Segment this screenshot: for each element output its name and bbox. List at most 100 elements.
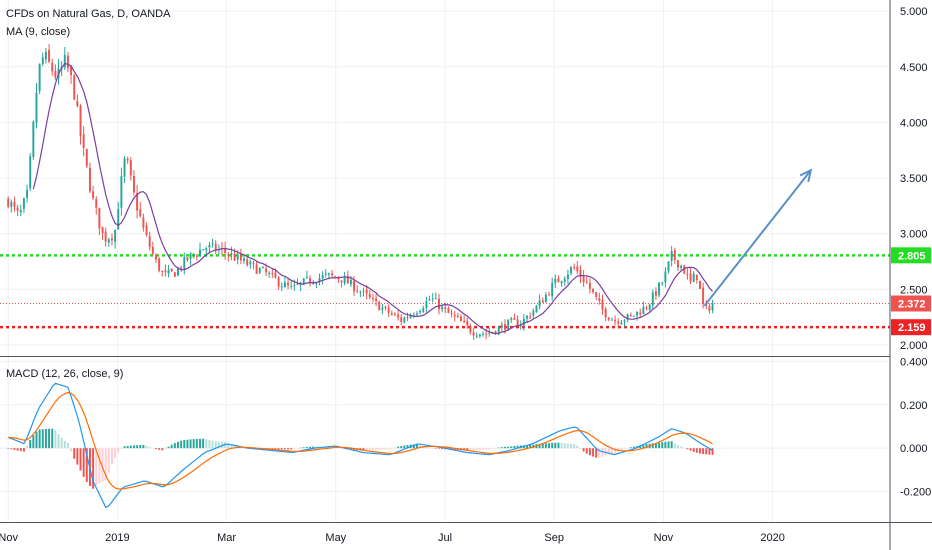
macd-histogram-bar — [214, 441, 217, 449]
candle-body — [419, 310, 422, 313]
candle-body — [387, 307, 390, 313]
macd-histogram-bar — [434, 448, 437, 449]
support-price-tag-bg — [891, 319, 931, 336]
candle — [82, 126, 85, 157]
macd-histogram-bar — [557, 442, 560, 449]
candle-body — [698, 280, 701, 289]
candle — [287, 277, 290, 290]
macd-layer — [7, 382, 714, 509]
macd-histogram-bar — [604, 448, 607, 456]
candle — [560, 280, 563, 287]
candle — [585, 276, 588, 284]
candle-body — [239, 254, 242, 261]
candle-body — [265, 268, 268, 273]
candle — [249, 259, 252, 269]
candle — [566, 269, 569, 285]
candle — [107, 237, 110, 247]
macd-histogram-bar — [10, 448, 13, 450]
macd-histogram-bar — [620, 448, 623, 450]
candle-body — [390, 313, 393, 315]
candle-body — [573, 267, 576, 269]
macd-histogram-bar — [676, 445, 679, 449]
macd-histogram-bar — [702, 448, 705, 455]
candle — [378, 300, 381, 311]
macd-histogram-bar — [309, 446, 312, 449]
candle-body — [7, 198, 10, 207]
candle-body — [142, 217, 145, 228]
candle — [632, 315, 635, 318]
candle — [645, 305, 648, 311]
candle — [356, 285, 359, 294]
macd-histogram-bar — [173, 443, 176, 449]
candle-body — [485, 333, 488, 335]
candle — [195, 253, 198, 261]
macd-histogram-bar — [510, 446, 513, 449]
macd-histogram-bar — [686, 448, 689, 450]
macd-histogram-bar — [529, 444, 532, 449]
projection-arrow-head[interactable] — [799, 168, 813, 183]
candle-body — [441, 306, 444, 310]
candle-body — [601, 299, 604, 310]
candle-body — [362, 290, 365, 292]
candle — [180, 265, 183, 272]
candle — [35, 83, 38, 129]
candle-body — [35, 92, 38, 123]
candle-body — [610, 319, 613, 321]
time-tick-label: 2019 — [105, 532, 129, 544]
price-tick-label: 5.000 — [900, 6, 928, 18]
candle-body — [76, 100, 79, 106]
candle-body — [346, 275, 349, 284]
candle — [664, 267, 667, 288]
candle — [680, 264, 683, 272]
macd-histogram-bar — [38, 429, 41, 449]
candle — [38, 63, 41, 95]
macd-histogram-bar — [403, 445, 406, 449]
candle-body — [10, 202, 13, 207]
price-tick-label: 4.000 — [900, 117, 928, 129]
candle-body — [132, 176, 135, 193]
candle-body — [670, 250, 673, 261]
candle-body — [41, 57, 44, 64]
macd-histogram-bar — [32, 435, 35, 449]
candle-body — [246, 259, 249, 266]
candle — [189, 252, 192, 266]
candle-body — [604, 308, 607, 318]
candle-body — [315, 283, 318, 285]
macd-histogram-bar — [120, 448, 123, 449]
macd-histogram-bar — [151, 448, 154, 449]
macd-histogram-bar — [466, 448, 469, 451]
macd-histogram-bar — [155, 448, 157, 450]
macd-histogram-bar — [705, 448, 708, 455]
candle — [186, 257, 189, 262]
candle-body — [409, 315, 412, 319]
projection-arrow-shaft[interactable] — [703, 169, 812, 307]
macd-histogram-bar — [560, 442, 563, 449]
candle-body — [305, 276, 308, 278]
candle — [598, 292, 601, 305]
macd-histogram-bar — [302, 447, 305, 449]
candle-body — [689, 273, 692, 282]
candle — [10, 199, 13, 213]
candle — [54, 64, 57, 81]
candle — [702, 282, 705, 309]
candle-body — [95, 199, 98, 208]
candle-body — [145, 225, 148, 236]
macd-histogram-bar — [579, 448, 582, 449]
macd-histogram-bar — [397, 446, 400, 449]
candle-body — [26, 189, 29, 198]
macd-histogram-bar — [340, 448, 343, 449]
macd-histogram-bar — [475, 448, 478, 450]
candle — [576, 260, 579, 275]
candle-body — [353, 280, 356, 292]
candle — [554, 274, 557, 288]
candle-body — [324, 273, 327, 275]
macd-histogram-bar — [582, 448, 585, 452]
arrow-layer[interactable] — [703, 168, 813, 307]
macd-histogram-bar — [183, 440, 186, 449]
candle — [85, 148, 88, 169]
macd-histogram-bar — [601, 448, 604, 457]
candle — [667, 261, 670, 274]
candle — [387, 304, 390, 318]
candle — [419, 309, 422, 315]
macd-histogram-bar — [362, 448, 365, 451]
